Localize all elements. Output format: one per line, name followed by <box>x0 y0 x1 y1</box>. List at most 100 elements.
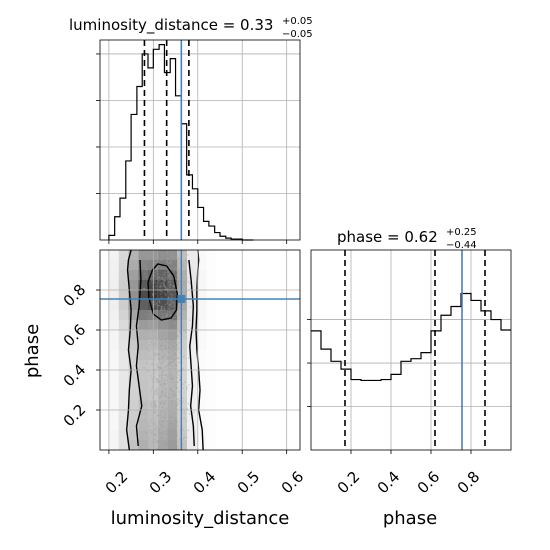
sample-point <box>171 360 174 363</box>
sample-point <box>158 401 161 404</box>
density-cell <box>118 300 129 310</box>
density-cell <box>128 300 139 310</box>
sample-point <box>175 321 177 324</box>
sample-point <box>161 391 164 394</box>
sample-point <box>144 403 147 406</box>
x-tick-labels-phase: 0.2 0.4 0.6 0.8 <box>334 468 484 498</box>
sample-point <box>170 430 173 433</box>
sample-point <box>161 406 164 409</box>
sample-point <box>171 262 173 265</box>
sample-point <box>170 253 173 256</box>
sample-point <box>182 356 185 358</box>
sample-point <box>164 286 166 288</box>
sample-point <box>158 447 160 450</box>
density-cell <box>157 330 168 340</box>
sample-point <box>162 401 165 404</box>
density-cell <box>196 390 207 400</box>
sample-point <box>166 441 169 444</box>
sample-point <box>159 362 162 365</box>
sample-point <box>169 283 172 286</box>
sample-point <box>181 367 184 370</box>
density-cell <box>138 300 148 310</box>
sample-point <box>171 322 174 325</box>
sample-point <box>175 274 178 277</box>
sample-point <box>176 356 179 359</box>
sample-point <box>160 259 163 262</box>
sample-point <box>158 421 161 424</box>
density-cell <box>206 300 217 310</box>
density-cell <box>187 440 197 450</box>
sample-point <box>171 338 174 341</box>
sample-point <box>170 256 173 258</box>
sample-point <box>163 439 166 442</box>
sample-point <box>155 424 158 427</box>
sample-point <box>163 410 165 413</box>
sample-point <box>174 353 177 355</box>
sample-point <box>172 331 175 334</box>
sample-point <box>172 349 175 352</box>
density-cell <box>167 340 178 350</box>
density-cell <box>118 360 129 370</box>
sample-point <box>150 418 153 421</box>
density-cell <box>138 400 148 410</box>
sample-point <box>162 447 165 449</box>
sample-point <box>171 435 174 438</box>
sample-point <box>167 271 169 274</box>
density-cell <box>128 250 139 260</box>
density-cell <box>128 440 139 450</box>
density-cell <box>157 270 168 280</box>
sample-point <box>160 339 163 342</box>
density-cell <box>108 400 119 410</box>
sample-point <box>164 374 166 377</box>
sample-point <box>168 427 171 430</box>
density-cell <box>138 350 148 360</box>
sample-point <box>161 326 163 329</box>
sample-point <box>172 381 174 384</box>
sample-point <box>171 447 174 450</box>
sample-point <box>175 343 178 346</box>
density-cell <box>206 340 217 350</box>
sample-point <box>156 313 158 316</box>
sample-point <box>171 331 174 334</box>
sample-point <box>164 395 167 398</box>
sample-point <box>170 422 173 424</box>
sample-point <box>162 254 165 256</box>
density-cell <box>177 320 188 330</box>
density-cell <box>206 320 217 330</box>
density-cell <box>148 390 158 400</box>
sample-point <box>162 420 165 423</box>
sample-point <box>193 411 195 413</box>
sample-point <box>166 438 169 440</box>
sample-point <box>149 344 152 347</box>
sample-point <box>164 392 166 395</box>
sample-point <box>176 364 178 367</box>
sample-point <box>165 348 168 351</box>
sample-point <box>186 261 189 264</box>
sample-point <box>164 340 167 343</box>
sample-point <box>169 370 172 373</box>
sample-point <box>169 338 171 341</box>
sample-point <box>163 279 166 282</box>
density-cell <box>167 420 178 430</box>
density-cell <box>206 380 217 390</box>
density-cell <box>138 410 148 420</box>
density-cell <box>196 360 207 370</box>
sample-point <box>177 346 180 349</box>
density-cell <box>196 400 207 410</box>
sample-point <box>163 360 165 362</box>
density-cell <box>118 320 129 330</box>
sample-point <box>155 390 157 393</box>
sample-point <box>156 378 158 381</box>
axes-frame <box>310 249 512 451</box>
sample-point <box>145 313 147 316</box>
sample-point <box>156 308 159 311</box>
density-cell <box>196 340 207 350</box>
sample-point <box>169 431 172 433</box>
sample-point <box>184 381 187 384</box>
sample-point <box>161 415 164 418</box>
density-cell <box>157 380 168 390</box>
density-cell <box>118 350 129 360</box>
sample-point <box>161 378 164 381</box>
density-cell <box>196 270 207 280</box>
